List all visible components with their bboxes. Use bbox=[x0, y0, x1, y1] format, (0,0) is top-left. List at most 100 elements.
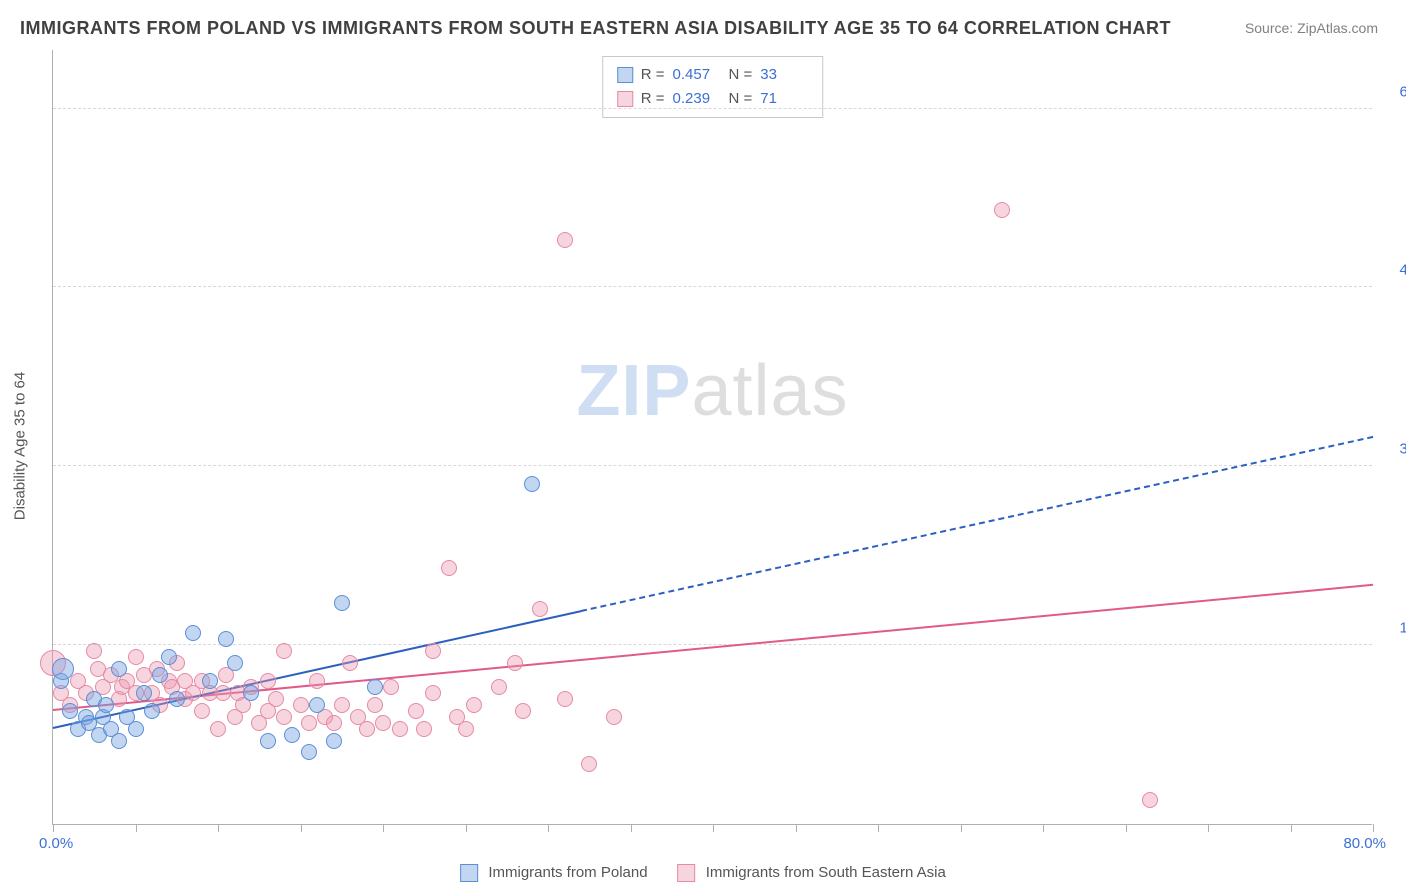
x-tick bbox=[1291, 824, 1292, 832]
data-point bbox=[458, 721, 474, 737]
data-point bbox=[144, 703, 160, 719]
swatch-sea bbox=[678, 864, 696, 882]
data-point bbox=[425, 643, 441, 659]
data-point bbox=[425, 685, 441, 701]
source-label: Source: bbox=[1245, 20, 1297, 36]
data-point bbox=[359, 721, 375, 737]
data-point bbox=[284, 727, 300, 743]
data-point bbox=[260, 733, 276, 749]
r-label: R = bbox=[641, 63, 665, 87]
x-tick bbox=[631, 824, 632, 832]
data-point bbox=[98, 697, 114, 713]
correlation-stats-box: R = 0.457 N = 33 R = 0.239 N = 71 bbox=[602, 56, 824, 118]
source-attribution: Source: ZipAtlas.com bbox=[1245, 20, 1378, 36]
data-point bbox=[408, 703, 424, 719]
x-tick bbox=[548, 824, 549, 832]
data-point bbox=[557, 232, 573, 248]
stats-row-poland: R = 0.457 N = 33 bbox=[617, 63, 809, 87]
data-point bbox=[309, 697, 325, 713]
data-point bbox=[227, 655, 243, 671]
gridline bbox=[53, 644, 1372, 645]
x-tick bbox=[136, 824, 137, 832]
legend-label-sea: Immigrants from South Eastern Asia bbox=[706, 864, 946, 881]
data-point bbox=[152, 667, 168, 683]
data-point bbox=[62, 703, 78, 719]
data-point bbox=[334, 595, 350, 611]
data-point bbox=[606, 709, 622, 725]
data-point bbox=[185, 625, 201, 641]
x-axis-max-label: 80.0% bbox=[1343, 835, 1386, 852]
data-point bbox=[128, 649, 144, 665]
watermark-atlas: atlas bbox=[691, 351, 848, 431]
x-tick bbox=[1126, 824, 1127, 832]
x-tick bbox=[53, 824, 54, 832]
data-point bbox=[557, 691, 573, 707]
swatch-poland bbox=[617, 67, 633, 83]
data-point bbox=[86, 643, 102, 659]
data-point bbox=[194, 703, 210, 719]
y-tick-label: 30.0% bbox=[1382, 441, 1406, 458]
y-tick-label: 45.0% bbox=[1382, 262, 1406, 279]
data-point bbox=[169, 691, 185, 707]
data-point bbox=[334, 697, 350, 713]
legend-item-poland: Immigrants from Poland bbox=[460, 864, 647, 882]
data-point bbox=[383, 679, 399, 695]
data-point bbox=[111, 733, 127, 749]
data-point bbox=[243, 685, 259, 701]
gridline bbox=[53, 108, 1372, 109]
x-tick bbox=[961, 824, 962, 832]
x-tick bbox=[218, 824, 219, 832]
data-point bbox=[416, 721, 432, 737]
x-tick bbox=[1373, 824, 1374, 832]
source-link[interactable]: ZipAtlas.com bbox=[1297, 20, 1378, 36]
data-point bbox=[524, 476, 540, 492]
data-point bbox=[491, 679, 507, 695]
gridline bbox=[53, 465, 1372, 466]
x-tick bbox=[1208, 824, 1209, 832]
legend-item-sea: Immigrants from South Eastern Asia bbox=[678, 864, 946, 882]
scatter-chart: ZIPatlas 0.0% 80.0% R = 0.457 N = 33 R =… bbox=[52, 50, 1372, 825]
data-point bbox=[161, 649, 177, 665]
data-point bbox=[52, 658, 74, 680]
data-point bbox=[128, 721, 144, 737]
data-point bbox=[218, 631, 234, 647]
watermark-zip: ZIP bbox=[576, 351, 691, 431]
data-point bbox=[342, 655, 358, 671]
n-label: N = bbox=[729, 63, 753, 87]
r-value-poland: 0.457 bbox=[673, 63, 721, 87]
data-point bbox=[392, 721, 408, 737]
legend-label-poland: Immigrants from Poland bbox=[488, 864, 647, 881]
data-point bbox=[367, 679, 383, 695]
data-point bbox=[994, 202, 1010, 218]
data-point bbox=[367, 697, 383, 713]
trend-line bbox=[581, 436, 1373, 612]
x-tick bbox=[796, 824, 797, 832]
chart-title: IMMIGRANTS FROM POLAND VS IMMIGRANTS FRO… bbox=[20, 18, 1171, 39]
data-point bbox=[301, 715, 317, 731]
x-tick bbox=[1043, 824, 1044, 832]
data-point bbox=[309, 673, 325, 689]
data-point bbox=[532, 601, 548, 617]
data-point bbox=[441, 560, 457, 576]
n-value-poland: 33 bbox=[760, 63, 808, 87]
data-point bbox=[268, 691, 284, 707]
series-legend: Immigrants from Poland Immigrants from S… bbox=[452, 864, 954, 882]
data-point bbox=[466, 697, 482, 713]
data-point bbox=[111, 661, 127, 677]
x-tick bbox=[301, 824, 302, 832]
y-tick-label: 15.0% bbox=[1382, 620, 1406, 637]
swatch-poland bbox=[460, 864, 478, 882]
x-tick bbox=[878, 824, 879, 832]
data-point bbox=[301, 744, 317, 760]
gridline bbox=[53, 286, 1372, 287]
watermark: ZIPatlas bbox=[576, 350, 848, 432]
x-tick bbox=[466, 824, 467, 832]
data-point bbox=[293, 697, 309, 713]
data-point bbox=[507, 655, 523, 671]
data-point bbox=[276, 643, 292, 659]
data-point bbox=[326, 733, 342, 749]
x-axis-min-label: 0.0% bbox=[39, 835, 73, 852]
data-point bbox=[202, 673, 218, 689]
y-axis-label: Disability Age 35 to 64 bbox=[12, 372, 29, 520]
y-tick-label: 60.0% bbox=[1382, 83, 1406, 100]
